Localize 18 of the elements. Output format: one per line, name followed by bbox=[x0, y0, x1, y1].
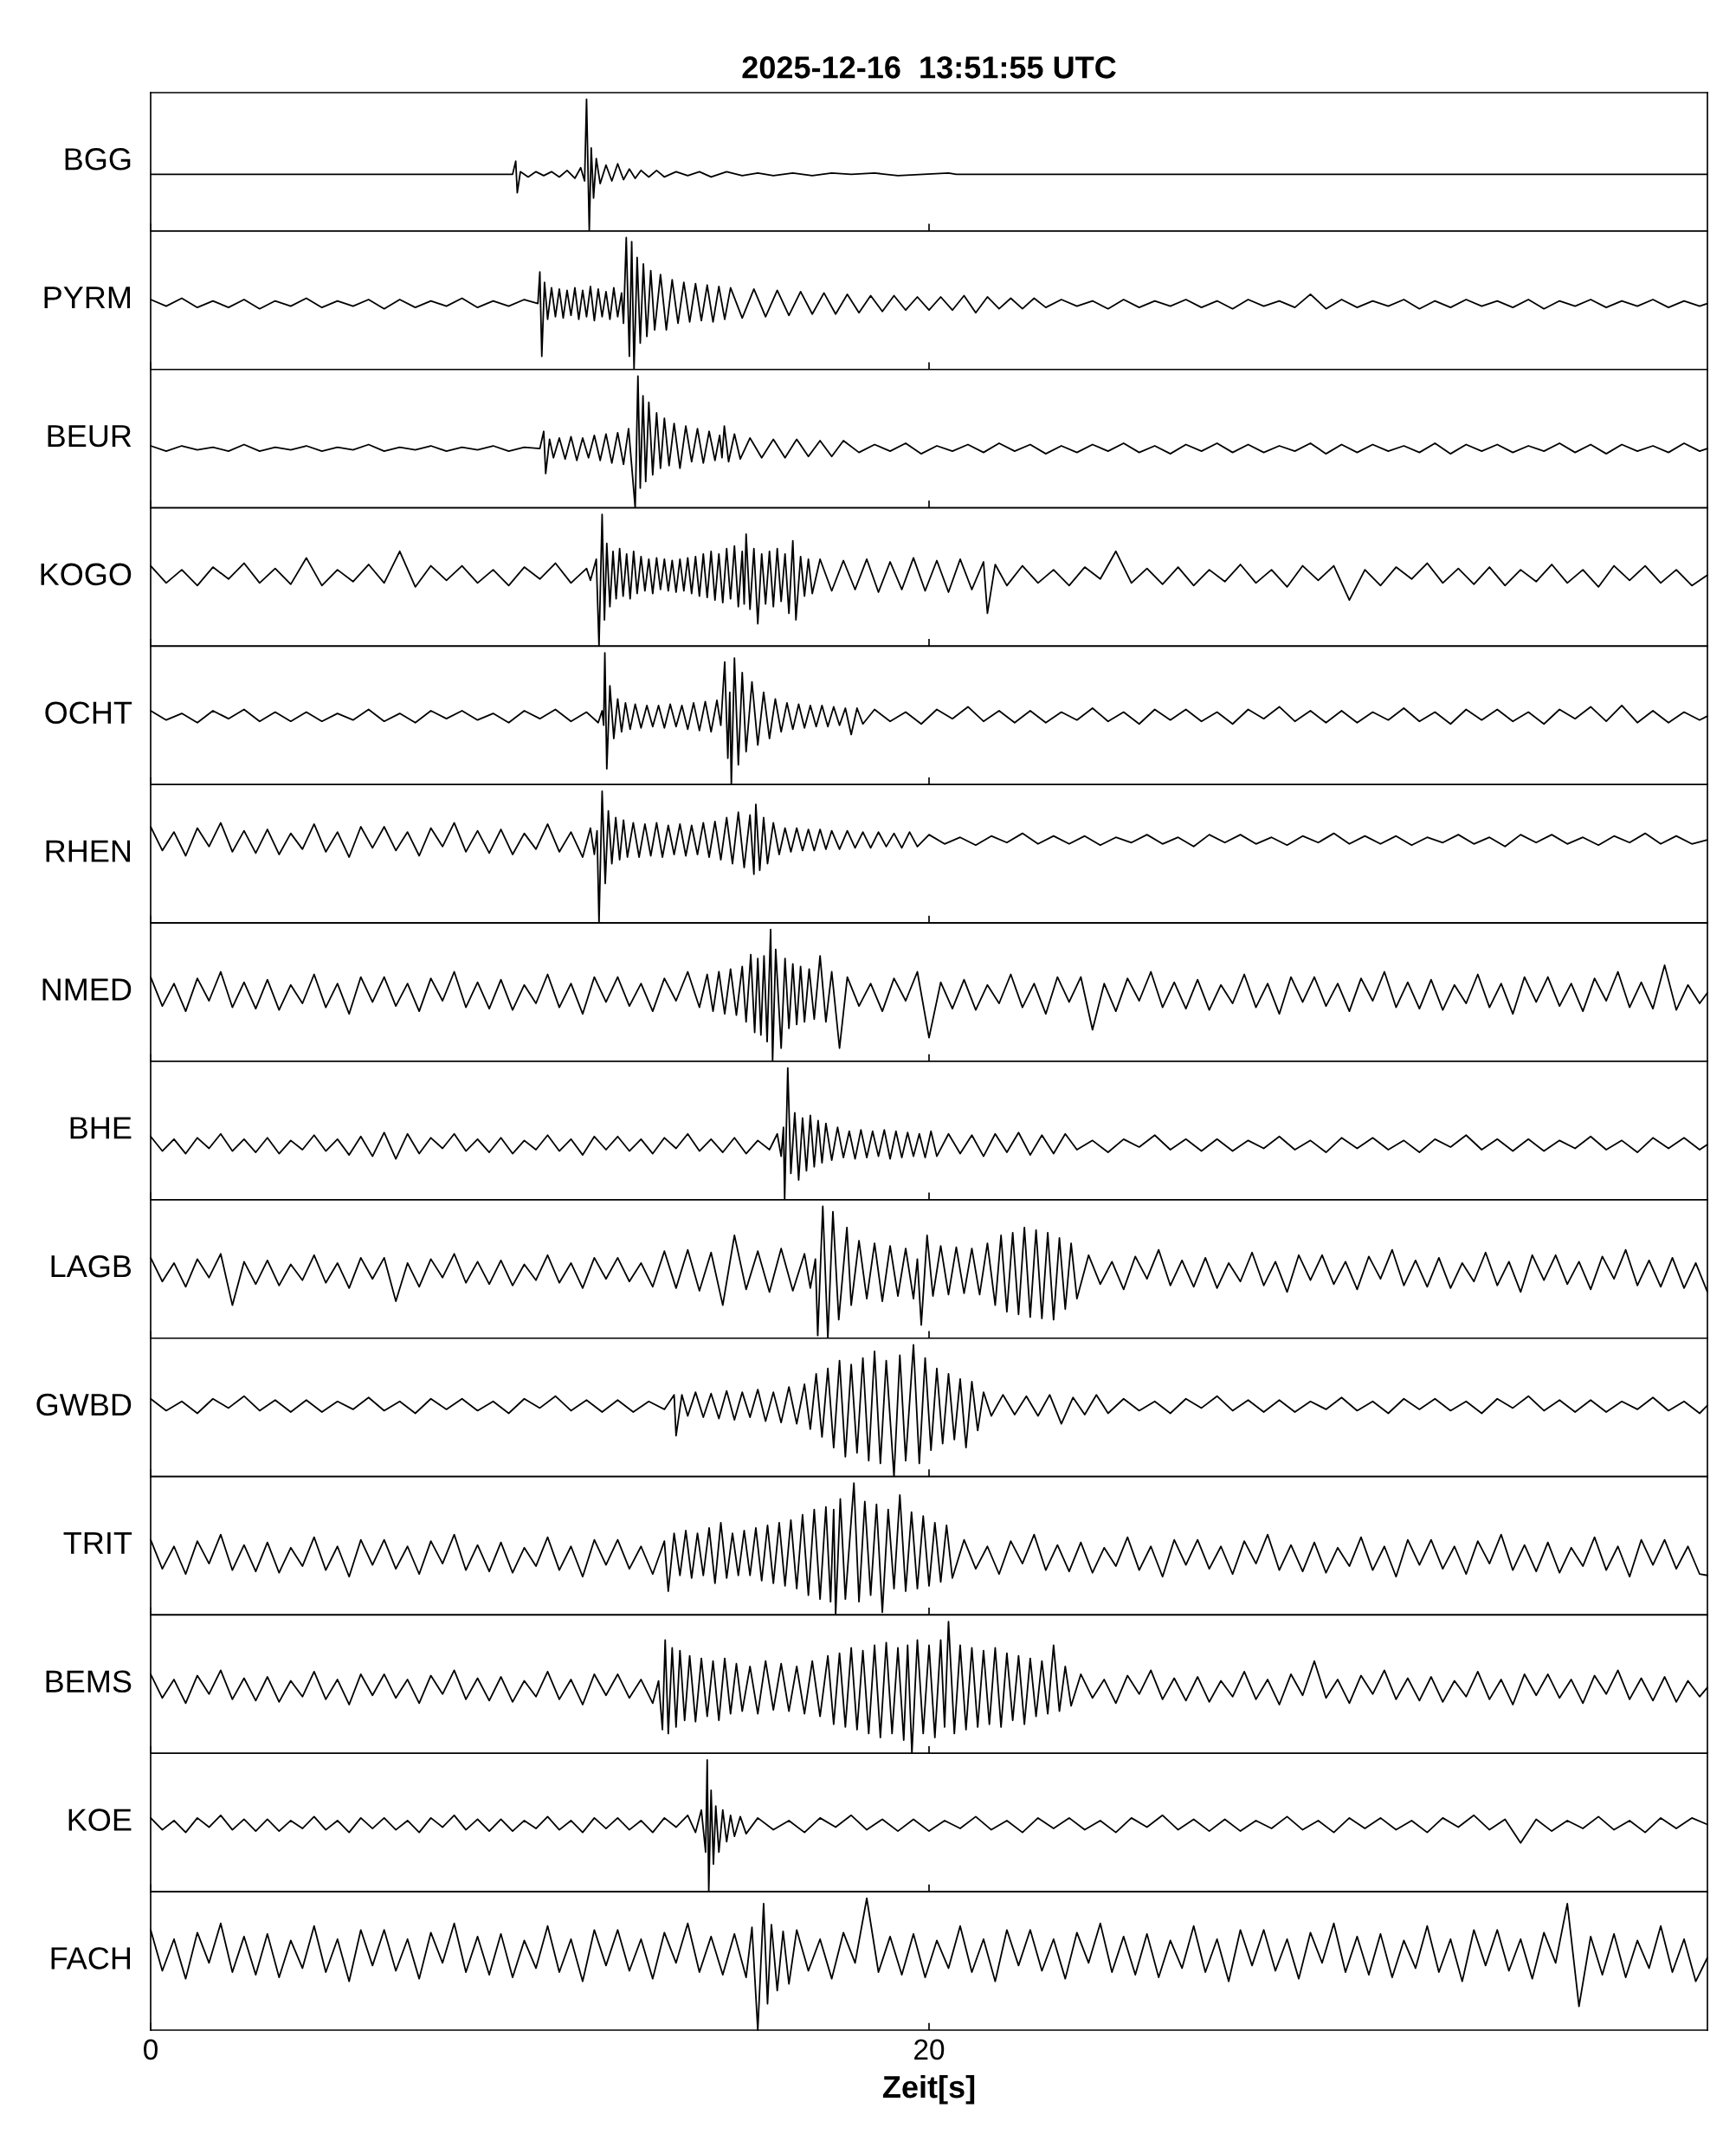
y-axis-title: KOE bbox=[68, 1809, 132, 1831]
y-axis-title: KOGO bbox=[41, 563, 132, 586]
y-axis-title: FACH bbox=[51, 1947, 131, 1970]
y-axis-title: LAGB bbox=[51, 1254, 132, 1278]
y-axis-title: PYRM bbox=[44, 287, 130, 309]
y-axis-title: OCHT bbox=[45, 701, 132, 725]
y-axis-title: NMED bbox=[42, 978, 132, 1001]
y-axis-title: BGG bbox=[65, 148, 131, 171]
y-axis-title: BEUR bbox=[48, 425, 132, 448]
y-axis-title: BHE bbox=[70, 1117, 132, 1139]
x-tick-label: 20 bbox=[914, 2039, 945, 2060]
y-axis-title: TRIT bbox=[63, 1531, 132, 1554]
y-axis-title: BEMS bbox=[46, 1670, 132, 1693]
y-axis-title: GWBD bbox=[36, 1393, 132, 1416]
chart-title: 2025-12-16 13:51:55 UTC bbox=[742, 56, 1116, 79]
y-axis-title: RHEN bbox=[46, 840, 131, 862]
x-axis-title: Zeit[s] bbox=[882, 2074, 975, 2105]
x-tick-label: 0 bbox=[144, 2039, 158, 2060]
